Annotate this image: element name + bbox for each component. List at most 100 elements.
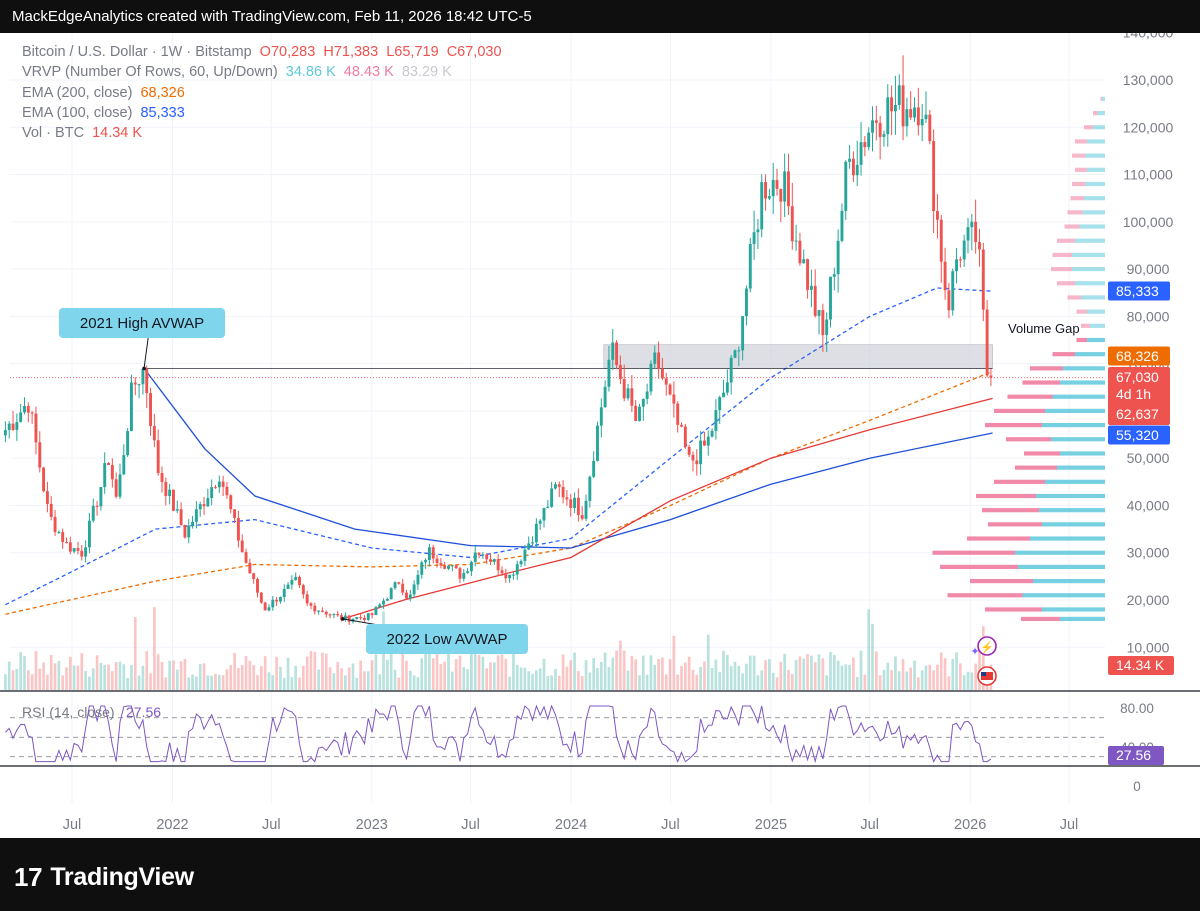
volume-bar [748, 655, 752, 690]
candle-body [809, 285, 813, 290]
vrvp-row-down [1052, 352, 1075, 357]
candle-body [435, 558, 439, 564]
candle-body [156, 440, 160, 474]
candle-body [863, 142, 867, 148]
candle-body [710, 430, 714, 437]
volume-bar [7, 661, 11, 690]
volume-bar [592, 658, 595, 690]
high-avwap-callout-anchor [142, 366, 146, 371]
ema100-value: 85,333 [140, 105, 185, 121]
candle-body [985, 309, 989, 376]
volume-bar [871, 623, 874, 690]
volume-bar [95, 655, 99, 690]
volume-bar [408, 670, 412, 690]
candle-body [496, 559, 500, 571]
volume-bar [344, 675, 347, 690]
volume-bar [477, 654, 481, 690]
vrvp-row-up [1042, 422, 1105, 428]
volume-bar [561, 654, 565, 690]
volume-bar [149, 673, 152, 690]
candle-body [481, 554, 485, 556]
volume-bar [745, 663, 748, 690]
candle-body [722, 392, 725, 398]
candle-body [278, 596, 282, 602]
candle-body [103, 463, 107, 487]
volume-bar [810, 655, 813, 690]
candle-body [664, 378, 668, 385]
candle-body [343, 615, 347, 620]
vrvp-row-up [1015, 550, 1105, 555]
volume-bar [46, 674, 49, 690]
volume-bar [111, 671, 114, 690]
volume-bar [859, 650, 863, 690]
volume-bar [466, 669, 469, 690]
vrvp-row-down [1052, 252, 1072, 258]
volume-bar [626, 670, 630, 690]
candle-body [962, 240, 966, 260]
vrvp-row-down [940, 564, 1018, 570]
candle-body [607, 359, 611, 387]
volume-bar [676, 674, 680, 690]
y-tick-label: 90,000 [1127, 261, 1170, 277]
volume-bar [118, 661, 122, 690]
candle-body [718, 397, 722, 411]
y-tick-label: 140,000 [1123, 33, 1174, 41]
candle-body [126, 431, 130, 456]
candle-body [363, 617, 366, 620]
volume-bar [588, 672, 592, 690]
candle-body [370, 613, 374, 616]
ohlc-high: H71,383 [323, 44, 379, 60]
volume-bar [240, 664, 244, 690]
badge-ema200: 68,326 [1116, 348, 1159, 364]
tradingview-logo[interactable]: 17 TradingView [14, 862, 194, 893]
volume-bar [580, 676, 584, 690]
candle-body [932, 141, 936, 212]
x-tick-label: Jul [1060, 817, 1079, 833]
candle-body [122, 455, 126, 475]
volume-bar [615, 650, 618, 690]
candle-body [152, 426, 156, 441]
volume-bar [714, 659, 718, 690]
candle-body [469, 561, 473, 572]
candle-body [450, 565, 454, 567]
candle-body [981, 249, 985, 310]
tradingview-logo-icon: 17 [14, 862, 43, 892]
vrvp-down: 48.43 K [343, 64, 394, 80]
volume-bar [141, 665, 145, 690]
candle-body [141, 368, 145, 385]
candle-body [886, 97, 890, 135]
vrvp-row-down [967, 536, 1030, 541]
vrvp-row-down [1081, 323, 1090, 328]
x-tick-label: Jul [262, 817, 281, 833]
candle-body [840, 210, 844, 241]
candle-body [878, 122, 882, 137]
candle-body [114, 479, 118, 497]
x-tick-label: Jul [461, 817, 480, 833]
vrvp-row-up [1075, 352, 1105, 357]
volume-bar [787, 669, 790, 690]
volume-bar [175, 669, 179, 690]
vrvp-row-down [932, 550, 1015, 555]
candle-body [118, 474, 122, 497]
candle-body [324, 611, 328, 615]
attribution-bar: MackEdgeAnalytics created with TradingVi… [0, 0, 1200, 33]
volume-bar [531, 673, 534, 690]
candle-body [901, 85, 905, 127]
y-tick-label: 10,000 [1127, 639, 1170, 655]
vrvp-up: 34.86 K [285, 64, 336, 80]
lightning-icon-glyph: ⚡ [980, 641, 994, 654]
candle-body [515, 564, 519, 575]
vrvp-row-up [1087, 139, 1105, 144]
vrvp-row-down [1067, 295, 1081, 300]
vrvp-row-down [1076, 337, 1087, 343]
volume-bar [428, 653, 431, 690]
candle-body [359, 617, 363, 619]
candle-body [107, 463, 110, 465]
candle-body [420, 562, 424, 575]
us-flag-icon-stripes [981, 672, 993, 680]
candle-body [928, 114, 932, 142]
volume-bar [939, 652, 943, 690]
legend-vrvp: VRVP (Number Of Rows, 60, Up/Down) 34.86… [22, 64, 452, 80]
candle-body [11, 423, 15, 430]
